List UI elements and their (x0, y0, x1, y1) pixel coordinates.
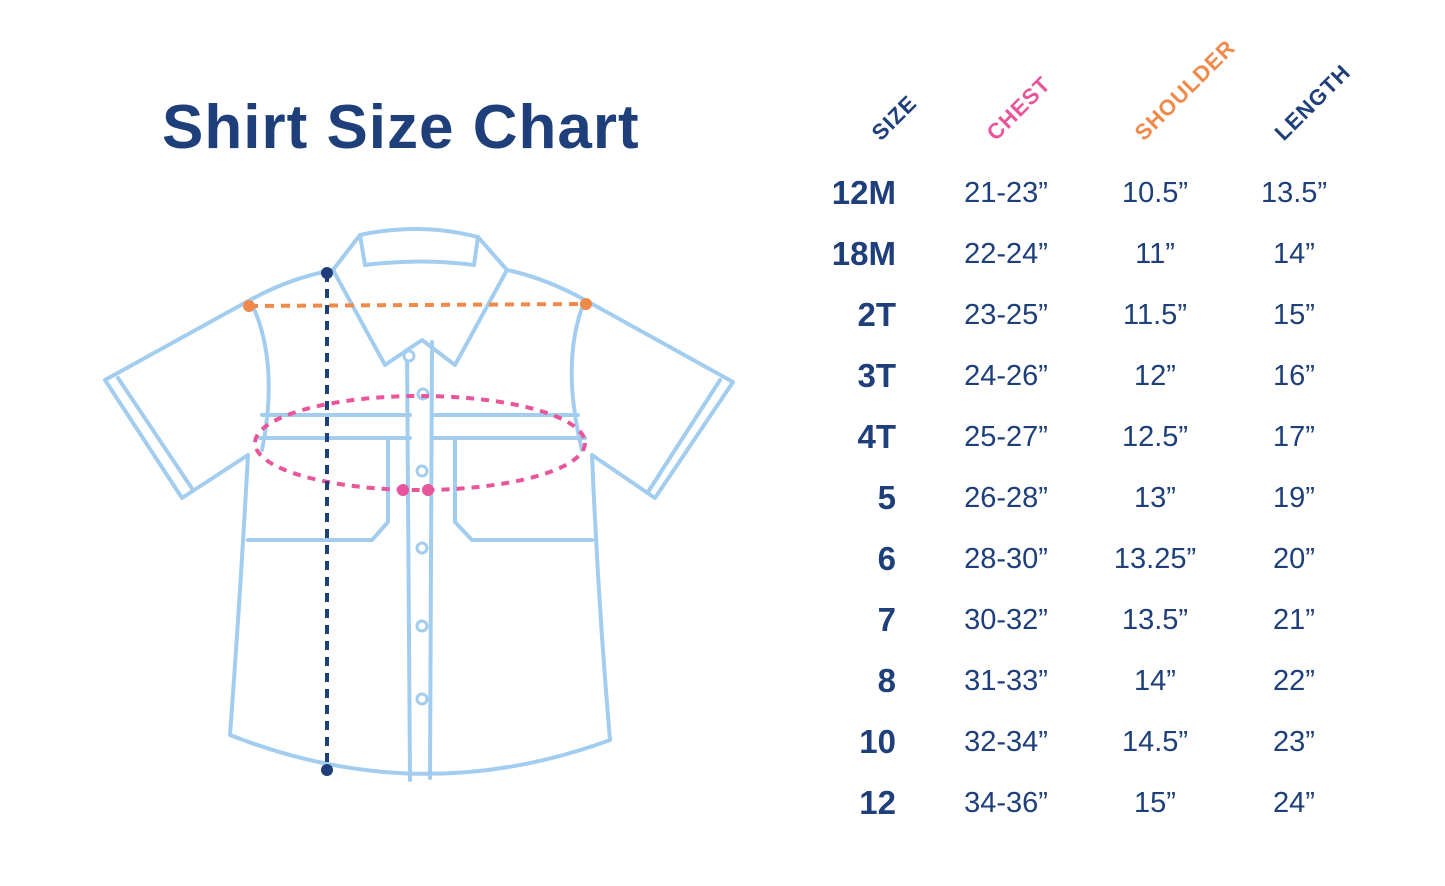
length-measure-line (321, 267, 333, 776)
size-cell: 2T (857, 296, 896, 333)
chest-cell: 23-25” (964, 299, 1048, 331)
length-cell: 15” (1273, 299, 1315, 331)
header-shoulder: SHOULDER (1129, 34, 1241, 146)
table-row: 18M 22-24” 11” 14” (0, 234, 1445, 274)
chest-cell: 34-36” (964, 787, 1048, 819)
shoulder-cell: 14.5” (1121, 726, 1189, 758)
chest-cell: 32-34” (964, 726, 1048, 758)
page-title: Shirt Size Chart (162, 93, 640, 162)
chest-cell: 30-32” (964, 604, 1048, 636)
table-row: 8 31-33” 14” 22” (0, 661, 1445, 701)
chest-cell: 22-24” (964, 238, 1048, 270)
table-row: 12M 21-23” 10.5” 13.5” (0, 173, 1445, 213)
shirt-illustration (103, 226, 735, 782)
table-row: 10 32-34” 14.5” 23” (0, 722, 1445, 762)
chest-cell: 26-28” (964, 482, 1048, 514)
length-cell: 16” (1273, 360, 1315, 392)
table-row: 12 34-36” 15” 24” (0, 783, 1445, 823)
shoulder-cell: 12” (1134, 360, 1176, 392)
table-row: 2T 23-25” 11.5” 15” (0, 295, 1445, 335)
length-cell: 14” (1273, 238, 1315, 270)
shoulder-cell: 14” (1134, 665, 1176, 697)
shoulder-cell: 11.5” (1123, 299, 1187, 331)
length-cell: 24” (1273, 787, 1315, 819)
header-size: SIZE (866, 90, 922, 146)
shoulder-cell: 13” (1134, 482, 1176, 514)
size-cell: 7 (877, 601, 896, 638)
size-cell: 18M (831, 235, 896, 272)
chest-cell: 24-26” (964, 360, 1048, 392)
size-cell: 10 (859, 723, 896, 760)
chest-cell: 31-33” (964, 665, 1048, 697)
size-cell: 12M (831, 174, 896, 211)
shoulder-cell: 10.5” (1121, 177, 1189, 209)
chest-cell: 25-27” (964, 421, 1048, 453)
length-cell: 17” (1273, 421, 1315, 453)
table-row: 7 30-32” 13.5” 21” (0, 600, 1445, 640)
size-cell: 3T (857, 357, 896, 394)
length-cell: 13.5” (1260, 177, 1328, 209)
header-length: LENGTH (1269, 59, 1356, 146)
length-cell: 22” (1273, 665, 1315, 697)
header-chest: CHEST (981, 71, 1056, 146)
table-row: 4T 25-27” 12.5” 17” (0, 417, 1445, 457)
table-row: 5 26-28” 13” 19” (0, 478, 1445, 518)
length-cell: 19” (1273, 482, 1315, 514)
chest-cell: 21-23” (964, 177, 1048, 209)
chest-measure-line (253, 394, 587, 496)
size-cell: 5 (877, 479, 896, 516)
length-cell: 21” (1273, 604, 1315, 636)
shoulder-cell: 15” (1134, 787, 1176, 819)
size-cell: 12 (859, 784, 896, 821)
size-cell: 4T (857, 418, 896, 455)
shoulder-cell: 12.5” (1121, 421, 1189, 453)
table-row: 3T 24-26” 12” 16” (0, 356, 1445, 396)
shoulder-cell: 13.25” (1113, 543, 1197, 575)
length-cell: 23” (1273, 726, 1315, 758)
length-cell: 20” (1273, 543, 1315, 575)
chest-cell: 28-30” (964, 543, 1048, 575)
shirt-outline (103, 226, 735, 782)
shoulder-measure-line (243, 298, 592, 312)
shoulder-cell: 11” (1135, 238, 1175, 270)
table-row: 6 28-30” 13.25” 20” (0, 539, 1445, 579)
size-cell: 8 (877, 662, 896, 699)
shoulder-cell: 13.5” (1121, 604, 1189, 636)
size-cell: 6 (877, 540, 896, 577)
